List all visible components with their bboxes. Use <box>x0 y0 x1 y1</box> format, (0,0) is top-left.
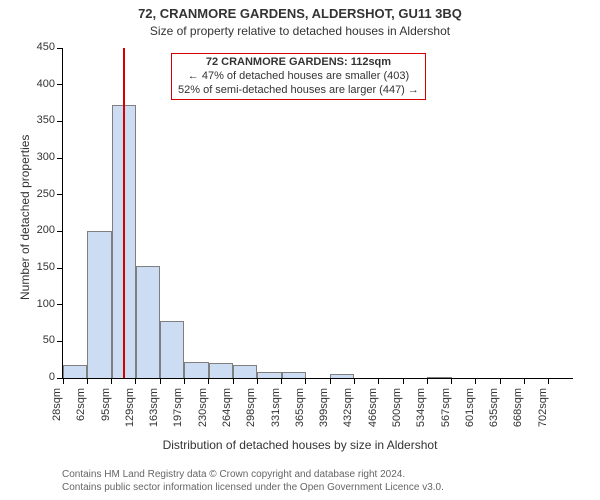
x-tick-mark <box>427 378 428 384</box>
plot-area: 05010015020025030035040045028sqm62sqm95s… <box>62 48 573 379</box>
x-tick-mark <box>281 378 282 384</box>
x-tick-mark <box>475 378 476 384</box>
y-tick-mark <box>57 268 63 269</box>
footer-attribution: Contains HM Land Registry data © Crown c… <box>62 468 444 494</box>
annotation-line-1: ← 47% of detached houses are smaller (40… <box>178 70 419 84</box>
histogram-bar <box>209 363 233 378</box>
y-tick-mark <box>57 231 63 232</box>
x-tick-label: 466sqm <box>367 388 379 427</box>
histogram-bar <box>427 377 451 378</box>
y-tick-mark <box>57 158 63 159</box>
histogram-bar <box>330 374 354 378</box>
x-tick-label: 635sqm <box>488 388 500 427</box>
histogram-bar <box>87 231 111 378</box>
x-tick-label: 298sqm <box>245 388 257 427</box>
x-tick-mark <box>330 378 331 384</box>
x-tick-mark <box>451 378 452 384</box>
histogram-bar <box>233 365 257 378</box>
histogram-bar <box>63 365 87 378</box>
x-tick-mark <box>111 378 112 384</box>
histogram-bar <box>160 321 184 378</box>
y-tick-label: 250 <box>37 188 55 200</box>
y-tick-label: 450 <box>37 41 55 53</box>
annotation-callout: 72 CRANMORE GARDENS: 112sqm← 47% of deta… <box>171 53 426 100</box>
histogram-bar <box>136 266 160 378</box>
x-tick-label: 500sqm <box>391 388 403 427</box>
y-tick-mark <box>57 121 63 122</box>
y-tick-mark <box>57 304 63 305</box>
footer-line-1: Contains HM Land Registry data © Crown c… <box>62 468 444 481</box>
x-tick-mark <box>500 378 501 384</box>
x-tick-label: 129sqm <box>124 388 136 427</box>
chart-title: 72, CRANMORE GARDENS, ALDERSHOT, GU11 3B… <box>0 6 600 21</box>
x-tick-mark <box>378 378 379 384</box>
y-tick-mark <box>57 84 63 85</box>
x-tick-label: 62sqm <box>75 388 87 421</box>
x-tick-mark <box>305 378 306 384</box>
x-tick-label: 702sqm <box>537 388 549 427</box>
y-tick-label: 200 <box>37 224 55 236</box>
x-tick-mark <box>87 378 88 384</box>
x-tick-mark <box>548 378 549 384</box>
x-axis-label: Distribution of detached houses by size … <box>0 438 600 452</box>
y-tick-mark <box>57 48 63 49</box>
y-tick-label: 0 <box>49 371 55 383</box>
y-tick-mark <box>57 194 63 195</box>
chart-root: { "titles": { "main": "72, CRANMORE GARD… <box>0 0 600 500</box>
histogram-bar <box>282 372 306 378</box>
x-tick-label: 197sqm <box>172 388 184 427</box>
y-tick-label: 300 <box>37 151 55 163</box>
footer-line-2: Contains public sector information licen… <box>62 481 444 494</box>
x-tick-label: 264sqm <box>221 388 233 427</box>
x-tick-label: 28sqm <box>51 388 63 421</box>
histogram-bar <box>257 372 281 378</box>
x-tick-mark <box>63 378 64 384</box>
x-tick-label: 399sqm <box>318 388 330 427</box>
x-tick-mark <box>233 378 234 384</box>
chart-subtitle: Size of property relative to detached ho… <box>0 24 600 38</box>
annotation-line-2: 52% of semi-detached houses are larger (… <box>178 84 419 98</box>
x-tick-mark <box>208 378 209 384</box>
x-tick-mark <box>135 378 136 384</box>
x-tick-mark <box>524 378 525 384</box>
x-tick-label: 230sqm <box>197 388 209 427</box>
x-tick-label: 365sqm <box>294 388 306 427</box>
x-tick-mark <box>354 378 355 384</box>
x-tick-mark <box>257 378 258 384</box>
y-tick-label: 400 <box>37 78 55 90</box>
y-tick-label: 50 <box>43 334 55 346</box>
y-tick-label: 100 <box>37 298 55 310</box>
property-marker-line <box>123 48 125 378</box>
x-tick-label: 331sqm <box>270 388 282 427</box>
y-tick-label: 350 <box>37 114 55 126</box>
y-axis-label: Number of detached properties <box>18 135 32 300</box>
histogram-bar <box>184 362 208 378</box>
x-tick-label: 567sqm <box>440 388 452 427</box>
x-tick-mark <box>184 378 185 384</box>
x-tick-label: 163sqm <box>148 388 160 427</box>
x-tick-label: 432sqm <box>342 388 354 427</box>
x-tick-label: 668sqm <box>512 388 524 427</box>
x-tick-mark <box>160 378 161 384</box>
y-tick-label: 150 <box>37 261 55 273</box>
x-tick-label: 95sqm <box>100 388 112 421</box>
x-tick-mark <box>403 378 404 384</box>
annotation-title: 72 CRANMORE GARDENS: 112sqm <box>178 56 419 70</box>
x-tick-label: 534sqm <box>415 388 427 427</box>
y-tick-mark <box>57 341 63 342</box>
x-tick-label: 601sqm <box>464 388 476 427</box>
